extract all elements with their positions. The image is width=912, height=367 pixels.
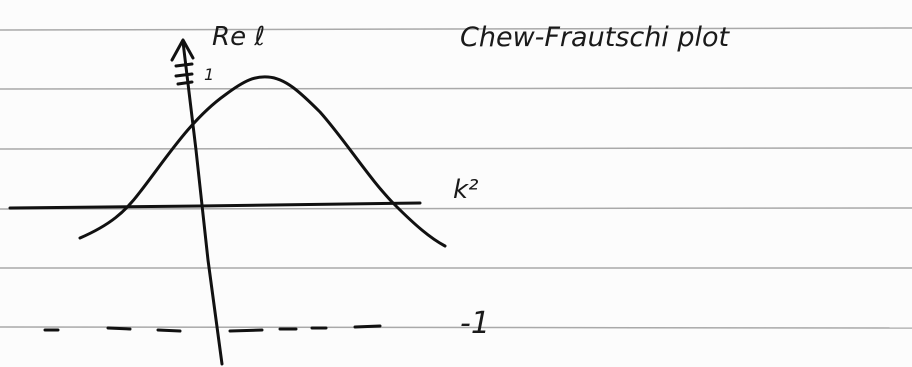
x-axis-label: k² [453,175,478,205]
bottom-mark: -1 [460,306,490,341]
rule-line [0,327,912,328]
rule-line [0,88,912,89]
title: Chew-Frautschi plot [460,22,731,53]
rule-line [0,148,912,149]
y-axis-label: Re ℓ [212,22,265,52]
top-mark: 1 [204,65,214,84]
sketch: Re ℓ Chew-Frautschi plot k² 1 -1 [0,0,912,367]
